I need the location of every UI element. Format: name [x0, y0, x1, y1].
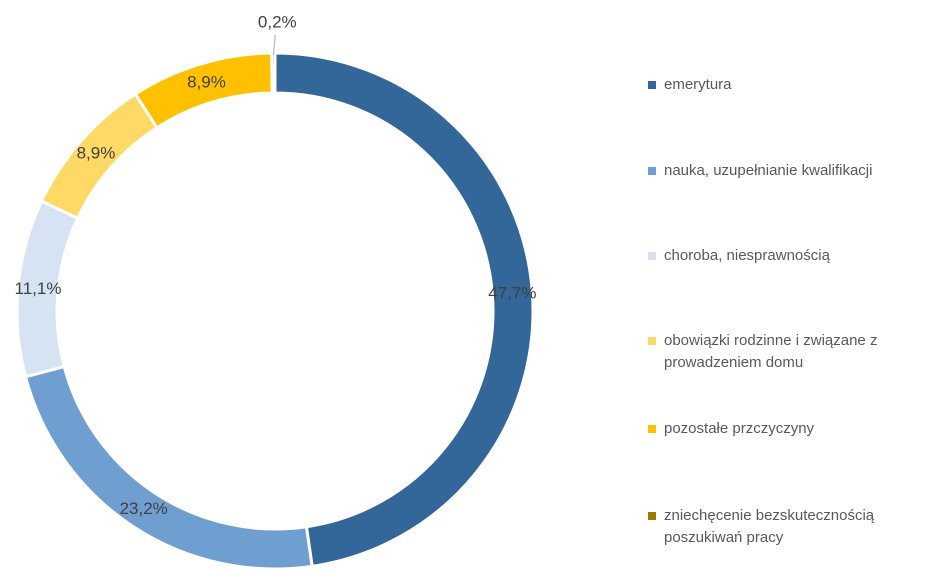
legend-item: zniechęcenie bezskutecznością poszukiwań…	[648, 505, 938, 549]
legend-swatch	[648, 337, 656, 345]
legend-swatch	[648, 425, 656, 433]
legend-label: choroba, niesprawnością	[664, 247, 830, 264]
data-label: 0,2%	[258, 12, 297, 31]
legend-swatch	[648, 81, 656, 89]
legend-label: emerytura	[664, 76, 732, 93]
leader-line	[272, 34, 276, 56]
legend-label: zniechęcenie bezskutecznością poszukiwań…	[664, 507, 875, 546]
data-label: 11,1%	[15, 279, 62, 298]
legend-label: pozostałe przczyczyny	[664, 420, 815, 437]
data-label: 23,2%	[120, 499, 168, 518]
legend-swatch	[648, 512, 656, 520]
donut-segment	[270, 51, 277, 95]
data-label: 8,9%	[187, 73, 226, 92]
donut-segment	[23, 364, 314, 569]
legend-item: emerytura	[648, 74, 938, 96]
legend-item: nauka, uzupełnianie kwalifikacji	[648, 160, 938, 182]
legend-swatch	[648, 252, 656, 260]
legend-label: obowiązki rodzinne i związane z prowadze…	[664, 332, 878, 371]
legend-item: obowiązki rodzinne i związane z prowadze…	[648, 330, 938, 374]
donut-segment	[273, 51, 535, 569]
legend-label: nauka, uzupełnianie kwalifikacji	[664, 162, 873, 179]
data-label: 47,7%	[488, 283, 536, 302]
legend-item: pozostałe przczyczyny	[648, 418, 938, 440]
data-label: 8,9%	[77, 144, 116, 163]
legend-item: choroba, niesprawnością	[648, 245, 938, 267]
legend-swatch	[648, 167, 656, 175]
